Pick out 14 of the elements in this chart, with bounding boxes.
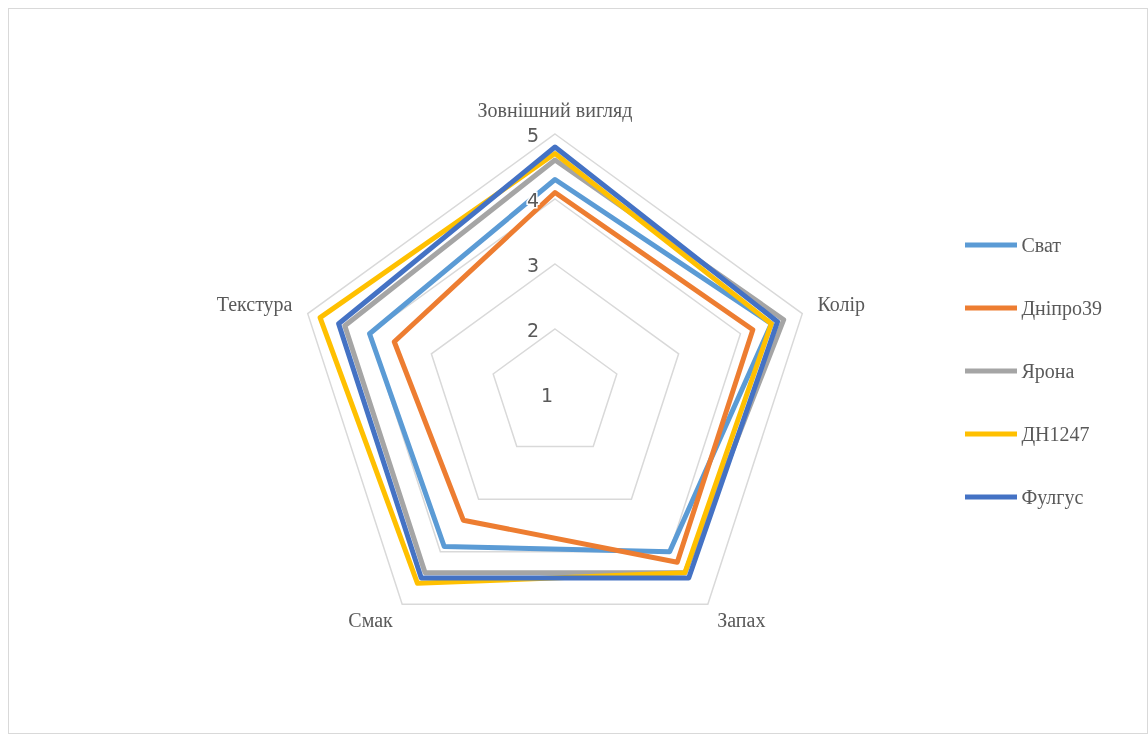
legend-label: Сват: [1021, 233, 1062, 257]
spoke-label: Запах: [717, 608, 766, 631]
spoke-label: Зовнішний вигляд: [477, 98, 633, 122]
spoke-label: Текстура: [216, 293, 293, 317]
y-tick-label: 2: [526, 318, 540, 341]
legend-label: ДН1247: [1021, 422, 1090, 446]
legend-label: Фулгус: [1021, 485, 1084, 509]
y-tick-label: 3: [526, 253, 540, 276]
y-tick-label: 5: [526, 123, 540, 146]
legend-label: Ярона: [1021, 359, 1075, 383]
legend-label: Дніпро39: [1021, 296, 1102, 320]
spoke-label: Колір: [817, 293, 866, 317]
y-tick-label: 1: [540, 383, 554, 406]
spoke-label: Смак: [348, 608, 394, 631]
